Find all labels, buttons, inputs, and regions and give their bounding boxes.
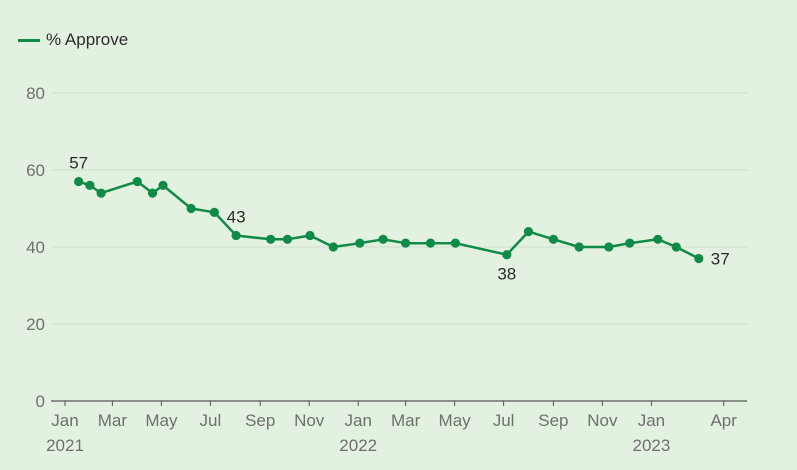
x-tick-month-label: Mar xyxy=(391,411,421,430)
data-point xyxy=(147,188,158,198)
y-tick-label: 20 xyxy=(26,315,45,334)
data-point xyxy=(231,230,241,241)
x-tick-year-label: 2021 xyxy=(46,436,84,455)
data-label: 43 xyxy=(227,207,246,226)
x-tick-month-label: May xyxy=(145,411,178,430)
y-tick-label: 40 xyxy=(26,238,45,257)
data-point xyxy=(158,180,168,190)
data-point xyxy=(400,238,411,248)
x-tick-month-label: May xyxy=(439,411,472,430)
data-point xyxy=(653,234,663,244)
data-point xyxy=(502,250,512,260)
data-point xyxy=(450,238,461,248)
data-point xyxy=(266,234,276,244)
x-tick-year-label: 2023 xyxy=(632,436,670,455)
data-point xyxy=(74,176,84,187)
x-tick-month-label: Mar xyxy=(98,411,128,430)
legend-label: % Approve xyxy=(46,30,129,49)
x-tick-month-label: Sep xyxy=(538,411,568,430)
data-point xyxy=(625,238,635,248)
data-point xyxy=(132,176,142,187)
data-point xyxy=(523,227,534,237)
data-point xyxy=(425,238,436,248)
y-tick-label: 80 xyxy=(26,84,45,103)
legend-line-icon xyxy=(18,38,40,42)
data-label: 37 xyxy=(711,250,730,269)
x-tick-month-label: Jul xyxy=(200,411,222,430)
data-label: 57 xyxy=(69,154,88,173)
legend: % Approve xyxy=(18,30,128,50)
data-point xyxy=(604,242,614,252)
data-point xyxy=(96,188,106,198)
x-tick-month-label: Jan xyxy=(638,411,665,430)
data-point xyxy=(548,234,559,244)
x-tick-month-label: Nov xyxy=(587,411,618,430)
x-tick-month-label: Jan xyxy=(51,411,78,430)
data-label: 38 xyxy=(497,265,516,284)
data-point xyxy=(671,242,681,252)
data-point xyxy=(355,238,365,248)
x-tick-month-label: Nov xyxy=(294,411,325,430)
x-tick-year-label: 2022 xyxy=(339,436,377,455)
data-point xyxy=(209,207,220,217)
data-point xyxy=(305,230,315,241)
x-tick-month-label: Apr xyxy=(710,411,737,430)
data-point xyxy=(694,253,704,264)
data-point xyxy=(186,203,196,214)
x-tick-month-label: Jan xyxy=(344,411,371,430)
y-tick-label: 60 xyxy=(26,161,45,180)
data-point xyxy=(328,242,338,252)
y-tick-label: 0 xyxy=(36,392,45,411)
data-point xyxy=(378,234,388,244)
data-point xyxy=(85,180,95,190)
x-tick-month-label: Sep xyxy=(245,411,275,430)
x-tick-month-label: Jul xyxy=(493,411,515,430)
data-point xyxy=(574,242,584,252)
data-point xyxy=(282,234,293,244)
